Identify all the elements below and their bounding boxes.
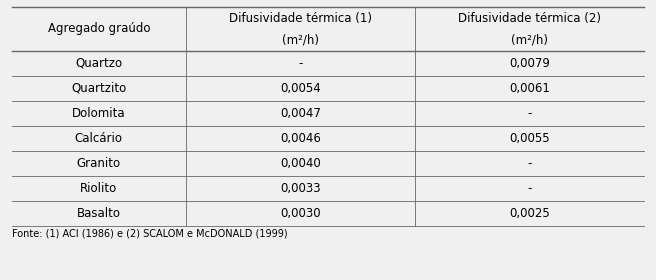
Text: 0,0061: 0,0061 bbox=[509, 82, 550, 95]
Text: 0,0047: 0,0047 bbox=[280, 107, 321, 120]
Text: -: - bbox=[527, 157, 532, 170]
Text: 0,0046: 0,0046 bbox=[280, 132, 321, 145]
Text: Basalto: Basalto bbox=[77, 207, 121, 220]
Text: Quartzo: Quartzo bbox=[75, 57, 122, 70]
Text: 0,0055: 0,0055 bbox=[509, 132, 550, 145]
Text: Agregado graúdo: Agregado graúdo bbox=[47, 22, 150, 36]
Text: Riolito: Riolito bbox=[80, 182, 117, 195]
Text: Difusividade térmica (2): Difusividade térmica (2) bbox=[458, 12, 601, 25]
Text: (m²/h): (m²/h) bbox=[511, 33, 548, 46]
Text: 0,0054: 0,0054 bbox=[280, 82, 321, 95]
Text: (m²/h): (m²/h) bbox=[282, 33, 319, 46]
Text: 0,0040: 0,0040 bbox=[280, 157, 321, 170]
Text: Fonte: (1) ACI (1986) e (2) SCALOM e McDONALD (1999): Fonte: (1) ACI (1986) e (2) SCALOM e McD… bbox=[12, 228, 287, 238]
Text: Quartzito: Quartzito bbox=[71, 82, 127, 95]
Text: -: - bbox=[527, 107, 532, 120]
Text: 0,0033: 0,0033 bbox=[280, 182, 321, 195]
Text: 0,0030: 0,0030 bbox=[280, 207, 321, 220]
Text: Calcário: Calcário bbox=[75, 132, 123, 145]
Text: Granito: Granito bbox=[77, 157, 121, 170]
Text: Difusividade térmica (1): Difusividade térmica (1) bbox=[229, 12, 372, 25]
Text: Dolomita: Dolomita bbox=[72, 107, 125, 120]
Text: 0,0079: 0,0079 bbox=[509, 57, 550, 70]
Text: 0,0025: 0,0025 bbox=[509, 207, 550, 220]
Text: -: - bbox=[527, 182, 532, 195]
Text: -: - bbox=[298, 57, 302, 70]
